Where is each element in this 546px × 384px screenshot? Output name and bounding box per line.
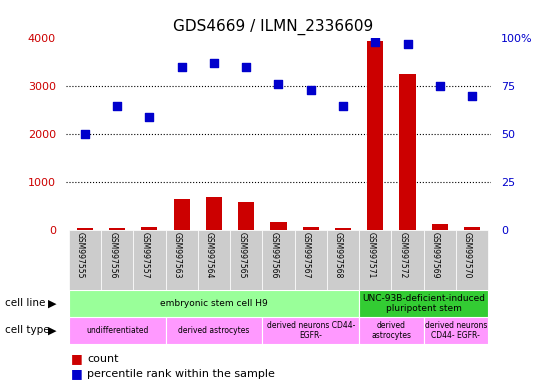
Bar (69, 290, 359, 317)
Text: undifferentiated: undifferentiated (86, 326, 149, 335)
Bar (198, 230, 230, 290)
Text: GSM997569: GSM997569 (431, 232, 440, 279)
Text: ▶: ▶ (48, 298, 57, 308)
Bar (367, 41, 383, 230)
Point (339, 103, 347, 109)
Bar (464, 227, 480, 230)
Point (210, 60, 218, 66)
Bar (141, 227, 157, 230)
Bar (295, 230, 327, 290)
Bar (174, 199, 190, 230)
Bar (165, 230, 198, 290)
Text: ▶: ▶ (48, 325, 57, 335)
Bar (69, 317, 165, 344)
Bar (238, 202, 254, 230)
Bar (262, 317, 359, 344)
Point (177, 64, 186, 70)
Bar (359, 317, 424, 344)
Bar (456, 230, 488, 290)
Point (468, 93, 477, 99)
Point (145, 114, 154, 120)
Text: count: count (87, 354, 119, 364)
Text: GSM997557: GSM997557 (140, 232, 150, 279)
Bar (335, 227, 351, 230)
Bar (302, 227, 319, 230)
Point (242, 64, 251, 70)
Text: GSM997571: GSM997571 (366, 232, 375, 278)
Bar (327, 230, 359, 290)
Text: ■: ■ (71, 367, 83, 380)
Text: derived astrocytes: derived astrocytes (178, 326, 250, 335)
Text: GSM997567: GSM997567 (302, 232, 311, 279)
Text: GSM997555: GSM997555 (76, 232, 85, 279)
Bar (424, 317, 488, 344)
Bar (133, 230, 165, 290)
Text: GSM997556: GSM997556 (108, 232, 117, 279)
Bar (270, 222, 287, 230)
Point (403, 41, 412, 47)
Bar (432, 224, 448, 230)
Point (306, 87, 315, 93)
Text: GDS4669 / ILMN_2336609: GDS4669 / ILMN_2336609 (173, 19, 373, 35)
Bar (77, 228, 93, 230)
Text: derived
astrocytes: derived astrocytes (371, 321, 411, 340)
Text: GSM997563: GSM997563 (173, 232, 182, 279)
Bar (165, 317, 262, 344)
Text: cell type: cell type (5, 325, 50, 335)
Bar (69, 230, 101, 290)
Bar (101, 230, 133, 290)
Point (371, 39, 379, 45)
Bar (359, 290, 488, 317)
Bar (109, 227, 125, 230)
Text: GSM997568: GSM997568 (334, 232, 343, 278)
Text: GSM997566: GSM997566 (270, 232, 278, 279)
Bar (359, 230, 391, 290)
Bar (400, 74, 416, 230)
Text: derived neurons CD44-
EGFR-: derived neurons CD44- EGFR- (266, 321, 355, 340)
Text: GSM997565: GSM997565 (237, 232, 246, 279)
Text: GSM997564: GSM997564 (205, 232, 214, 279)
Point (80, 131, 89, 137)
Point (435, 83, 444, 89)
Text: ■: ■ (71, 353, 83, 366)
Text: embryonic stem cell H9: embryonic stem cell H9 (160, 299, 268, 308)
Text: GSM997572: GSM997572 (399, 232, 407, 278)
Text: cell line: cell line (5, 298, 46, 308)
Point (274, 81, 283, 88)
Text: GSM997570: GSM997570 (463, 232, 472, 279)
Text: percentile rank within the sample: percentile rank within the sample (87, 369, 275, 379)
Bar (391, 230, 424, 290)
Bar (424, 230, 456, 290)
Point (113, 103, 122, 109)
Bar (206, 197, 222, 230)
Text: derived neurons
CD44- EGFR-: derived neurons CD44- EGFR- (425, 321, 487, 340)
Bar (262, 230, 295, 290)
Bar (230, 230, 262, 290)
Text: UNC-93B-deficient-induced
pluripotent stem: UNC-93B-deficient-induced pluripotent st… (362, 294, 485, 313)
